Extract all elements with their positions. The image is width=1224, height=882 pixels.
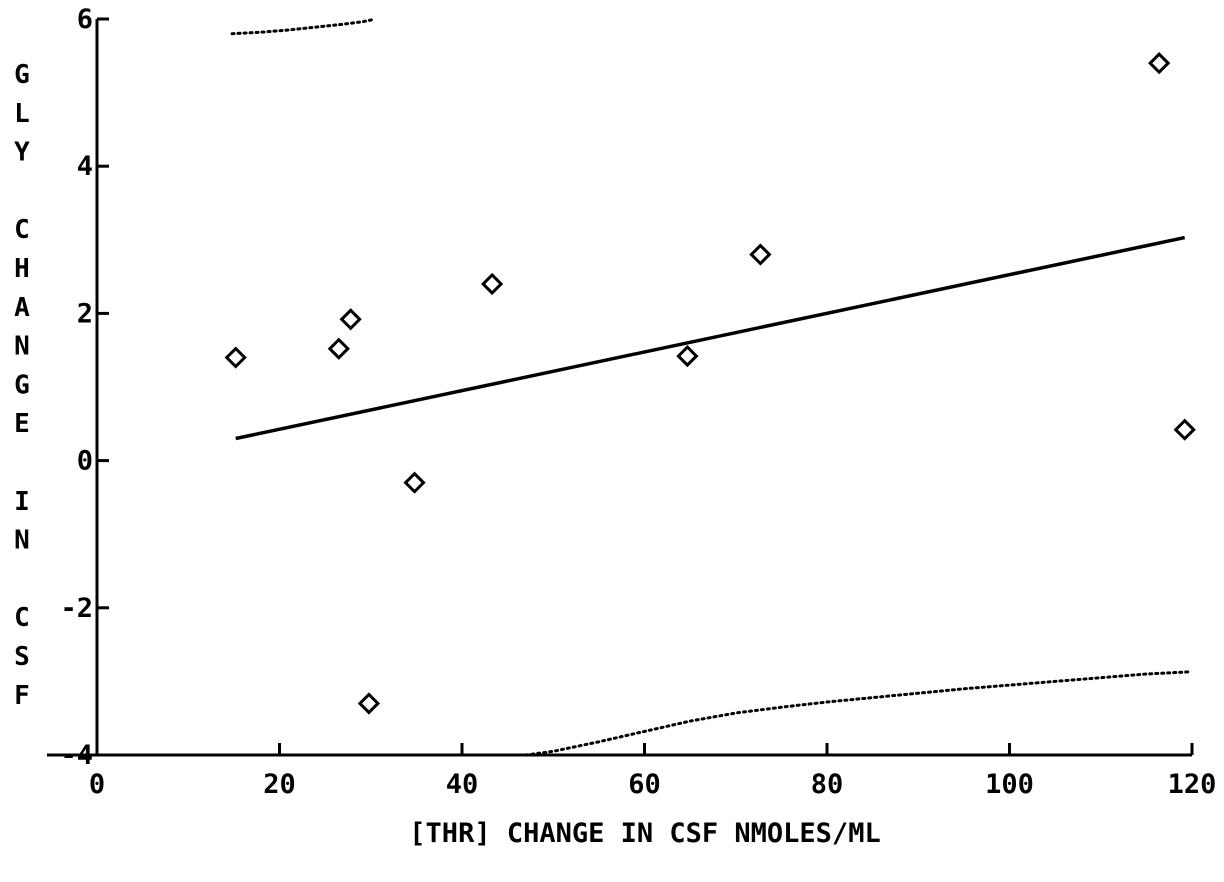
y-label-char: S <box>14 642 30 672</box>
y-label-char: E <box>14 409 30 439</box>
y-label-char: N <box>14 332 30 362</box>
y-label-char: L <box>14 99 30 129</box>
lower-confidence-band <box>524 670 1192 757</box>
x-ticks: 0 20 40 60 80 100 120 <box>89 743 1217 800</box>
data-point <box>1173 418 1196 441</box>
y-label-char: C <box>14 215 30 245</box>
y-label-char: C <box>14 603 30 633</box>
data-point <box>1148 52 1171 75</box>
data-point <box>749 243 772 266</box>
y-label-char: G <box>14 370 30 400</box>
y-label-char: G <box>14 60 30 90</box>
upper-confidence-band <box>230 18 375 36</box>
data-point <box>224 346 247 369</box>
x-tick-label: 60 <box>628 769 661 800</box>
y-label-char: I <box>14 487 30 517</box>
data-point <box>403 471 426 494</box>
y-tick-label: 2 <box>77 298 93 329</box>
data-point <box>676 344 699 368</box>
y-tick-label: 0 <box>77 446 93 477</box>
data-points <box>224 52 1196 715</box>
x-tick-label: 100 <box>985 769 1034 800</box>
data-point <box>357 692 381 715</box>
data-point <box>480 272 504 296</box>
fit-line-group <box>235 235 1186 441</box>
y-tick-label: -4 <box>60 740 93 771</box>
x-tick-label: 20 <box>263 769 296 800</box>
y-label-char: H <box>14 254 30 284</box>
y-label-char: F <box>14 681 30 711</box>
y-label-char: N <box>14 526 30 556</box>
y-tick-label: -2 <box>60 593 93 624</box>
x-tick-label: 40 <box>446 769 479 800</box>
axes <box>47 19 1192 757</box>
x-tick-label: 0 <box>89 769 105 800</box>
data-point <box>339 308 362 331</box>
y-tick-label: 4 <box>77 151 93 182</box>
x-axis-label: [THR] CHANGE IN CSF NMOLES/ML <box>409 818 880 849</box>
x-tick-label: 120 <box>1168 769 1217 800</box>
y-tick-label: 6 <box>77 4 93 35</box>
x-tick-label: 80 <box>811 769 844 800</box>
y-ticks: -4 -2 0 2 4 6 <box>60 4 109 771</box>
y-label-char: Y <box>14 138 30 168</box>
y-label-char: A <box>14 293 30 323</box>
regression-line <box>235 235 1186 441</box>
confidence-bands <box>230 18 1192 757</box>
data-point <box>327 337 350 360</box>
